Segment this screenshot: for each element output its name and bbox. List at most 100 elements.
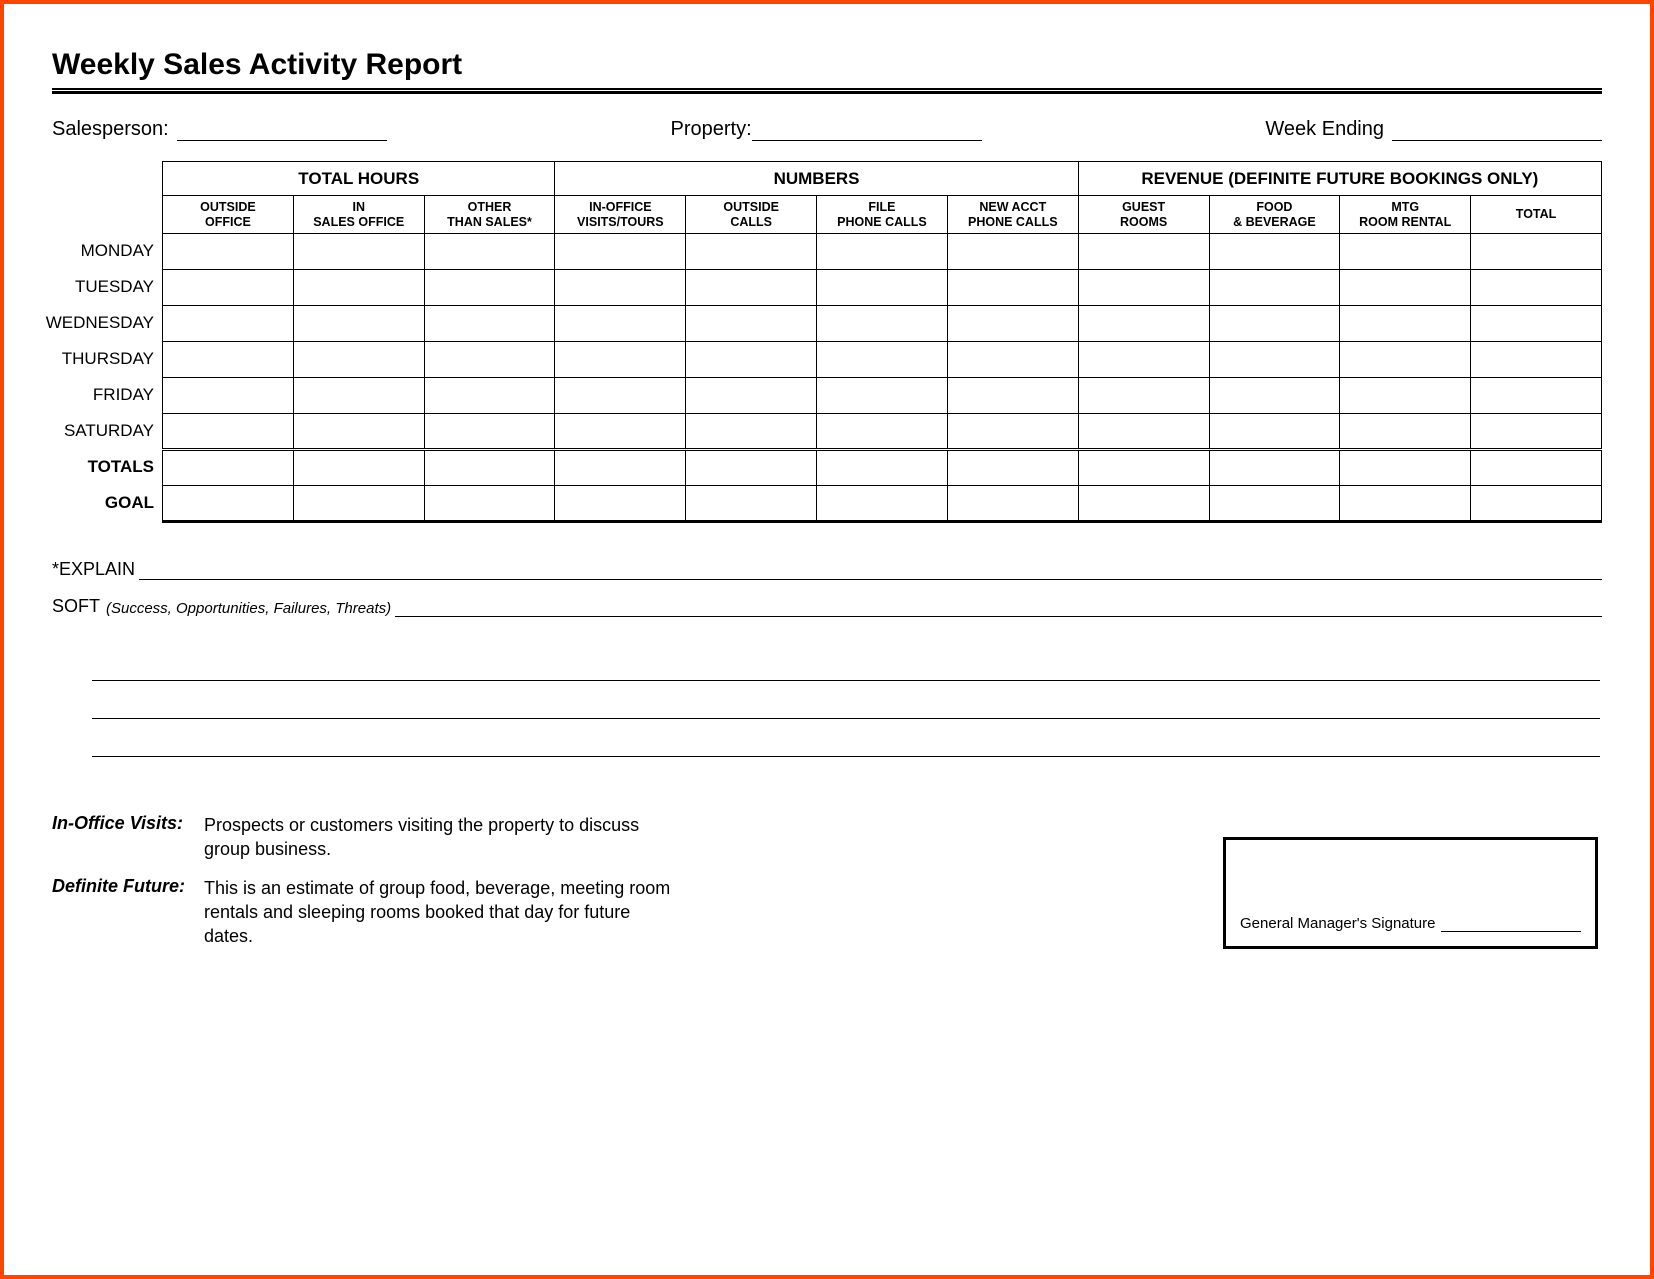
soft-blank-line[interactable] bbox=[92, 719, 1600, 757]
table-cell[interactable] bbox=[1340, 378, 1471, 414]
table-cell[interactable] bbox=[163, 342, 294, 378]
table-cell[interactable] bbox=[817, 378, 948, 414]
table-cell[interactable] bbox=[163, 414, 294, 450]
table-cell[interactable] bbox=[1078, 306, 1209, 342]
table-cell[interactable] bbox=[1209, 450, 1340, 486]
table-cell[interactable] bbox=[686, 234, 817, 270]
table-cell[interactable] bbox=[1078, 270, 1209, 306]
table-cell[interactable] bbox=[555, 486, 686, 522]
table-cell[interactable] bbox=[1340, 486, 1471, 522]
table-cell[interactable] bbox=[1471, 486, 1602, 522]
table-cell[interactable] bbox=[163, 486, 294, 522]
signature-line[interactable] bbox=[1441, 918, 1581, 932]
table-cell[interactable] bbox=[1340, 306, 1471, 342]
table-cell[interactable] bbox=[1471, 306, 1602, 342]
table-cell[interactable] bbox=[555, 414, 686, 450]
table-cell[interactable] bbox=[1340, 270, 1471, 306]
table-cell[interactable] bbox=[1078, 486, 1209, 522]
soft-blank-lines bbox=[52, 643, 1602, 757]
table-cell[interactable] bbox=[817, 486, 948, 522]
table-cell[interactable] bbox=[817, 270, 948, 306]
table-cell[interactable] bbox=[686, 270, 817, 306]
table-cell[interactable] bbox=[293, 342, 424, 378]
table-cell[interactable] bbox=[424, 450, 555, 486]
table-cell[interactable] bbox=[947, 306, 1078, 342]
table-cell[interactable] bbox=[163, 270, 294, 306]
table-cell[interactable] bbox=[686, 342, 817, 378]
table-cell[interactable] bbox=[1209, 234, 1340, 270]
table-cell[interactable] bbox=[1471, 234, 1602, 270]
table-cell[interactable] bbox=[1209, 270, 1340, 306]
table-cell[interactable] bbox=[293, 234, 424, 270]
table-cell[interactable] bbox=[293, 486, 424, 522]
table-cell[interactable] bbox=[1471, 342, 1602, 378]
table-cell[interactable] bbox=[424, 234, 555, 270]
table-cell[interactable] bbox=[424, 378, 555, 414]
table-cell[interactable] bbox=[947, 342, 1078, 378]
table-cell[interactable] bbox=[686, 450, 817, 486]
table-cell[interactable] bbox=[1340, 234, 1471, 270]
table-cell[interactable] bbox=[555, 270, 686, 306]
table-cell[interactable] bbox=[947, 378, 1078, 414]
table-cell[interactable] bbox=[817, 450, 948, 486]
table-cell[interactable] bbox=[424, 342, 555, 378]
table-cell[interactable] bbox=[1209, 306, 1340, 342]
soft-blank-line[interactable] bbox=[92, 681, 1600, 719]
table-cell[interactable] bbox=[1078, 414, 1209, 450]
table-cell[interactable] bbox=[555, 234, 686, 270]
table-cell[interactable] bbox=[686, 486, 817, 522]
table-cell[interactable] bbox=[686, 414, 817, 450]
table-cell[interactable] bbox=[947, 270, 1078, 306]
week-ending-input-line[interactable] bbox=[1392, 121, 1602, 141]
header-fields: Salesperson: Property: Week Ending bbox=[52, 118, 1602, 141]
table-cell[interactable] bbox=[555, 342, 686, 378]
table-cell[interactable] bbox=[1209, 486, 1340, 522]
table-cell[interactable] bbox=[1209, 414, 1340, 450]
table-cell[interactable] bbox=[1340, 342, 1471, 378]
table-cell[interactable] bbox=[817, 306, 948, 342]
table-cell[interactable] bbox=[1471, 414, 1602, 450]
table-cell[interactable] bbox=[817, 414, 948, 450]
soft-blank-line[interactable] bbox=[92, 643, 1600, 681]
explain-input-line[interactable] bbox=[139, 562, 1602, 580]
table-row bbox=[163, 414, 1602, 450]
table-cell[interactable] bbox=[293, 270, 424, 306]
table-cell[interactable] bbox=[424, 306, 555, 342]
table-cell[interactable] bbox=[424, 486, 555, 522]
salesperson-input-line[interactable] bbox=[177, 121, 387, 141]
table-cell[interactable] bbox=[947, 234, 1078, 270]
table-cell[interactable] bbox=[163, 450, 294, 486]
property-input-line[interactable] bbox=[752, 121, 982, 141]
table-cell[interactable] bbox=[163, 234, 294, 270]
table-cell[interactable] bbox=[1471, 270, 1602, 306]
table-cell[interactable] bbox=[686, 378, 817, 414]
table-cell[interactable] bbox=[947, 450, 1078, 486]
table-cell[interactable] bbox=[163, 378, 294, 414]
table-cell[interactable] bbox=[686, 306, 817, 342]
soft-input-line[interactable] bbox=[395, 599, 1602, 617]
table-cell[interactable] bbox=[1209, 378, 1340, 414]
table-cell[interactable] bbox=[1078, 342, 1209, 378]
table-cell[interactable] bbox=[555, 450, 686, 486]
table-cell[interactable] bbox=[1078, 234, 1209, 270]
table-cell[interactable] bbox=[1340, 414, 1471, 450]
table-cell[interactable] bbox=[1078, 450, 1209, 486]
table-cell[interactable] bbox=[424, 414, 555, 450]
table-cell[interactable] bbox=[817, 342, 948, 378]
table-cell[interactable] bbox=[1078, 378, 1209, 414]
table-cell[interactable] bbox=[424, 270, 555, 306]
table-cell[interactable] bbox=[1471, 450, 1602, 486]
table-cell[interactable] bbox=[947, 414, 1078, 450]
table-cell[interactable] bbox=[163, 306, 294, 342]
table-cell[interactable] bbox=[293, 378, 424, 414]
table-cell[interactable] bbox=[1209, 342, 1340, 378]
table-cell[interactable] bbox=[293, 450, 424, 486]
table-cell[interactable] bbox=[817, 234, 948, 270]
table-cell[interactable] bbox=[555, 306, 686, 342]
table-cell[interactable] bbox=[1340, 450, 1471, 486]
table-cell[interactable] bbox=[293, 414, 424, 450]
table-cell[interactable] bbox=[555, 378, 686, 414]
table-cell[interactable] bbox=[1471, 378, 1602, 414]
table-cell[interactable] bbox=[293, 306, 424, 342]
table-cell[interactable] bbox=[947, 486, 1078, 522]
